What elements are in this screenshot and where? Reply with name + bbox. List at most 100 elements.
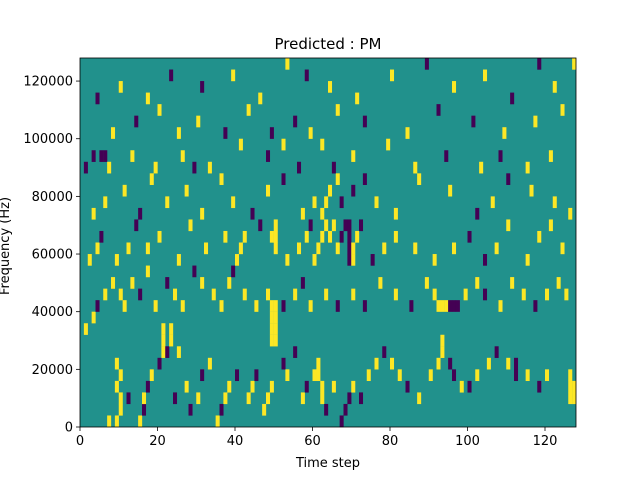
y-tick-label: 100000	[23, 132, 73, 147]
heatmap-cell-low	[382, 346, 387, 358]
heatmap-cell-high	[176, 254, 181, 266]
heatmap-cell-high	[211, 288, 216, 301]
heatmap-cell-low	[362, 300, 367, 312]
heatmap-cell-high	[328, 230, 333, 243]
heatmap-cell-low	[343, 219, 348, 232]
heatmap-cell-low	[444, 150, 449, 162]
heatmap-cell-high	[300, 207, 305, 220]
heatmap-cell-high	[510, 277, 515, 289]
heatmap-cell-low	[126, 392, 131, 405]
heatmap-cell-high	[506, 219, 511, 232]
heatmap-cells	[83, 58, 577, 428]
heatmap-cell-high	[176, 346, 181, 358]
heatmap-cell-high	[459, 380, 464, 393]
heatmap-cell-low	[362, 115, 367, 128]
heatmap-cell-high	[490, 196, 495, 209]
heatmap-cell-high	[556, 277, 561, 289]
heatmap-cell-high	[227, 277, 232, 289]
heatmap-cell-high	[126, 242, 131, 255]
heatmap-cell-low	[498, 150, 503, 162]
heatmap-cell-high	[145, 265, 150, 278]
heatmap-cell-low	[409, 300, 414, 312]
heatmap-cell-high	[417, 392, 422, 405]
heatmap-cell-high	[545, 288, 550, 301]
heatmap-cell-high	[312, 369, 317, 382]
heatmap-cell-low	[95, 300, 100, 312]
heatmap-cell-high	[83, 323, 88, 335]
heatmap-cell-low	[452, 300, 457, 312]
heatmap-cell-high	[285, 58, 290, 70]
heatmap-cell-low	[448, 300, 453, 312]
heatmap-cell-low	[339, 415, 344, 428]
heatmap-cell-high	[258, 92, 263, 105]
heatmap-cell-high	[374, 196, 379, 209]
heatmap-cell-high	[324, 196, 329, 209]
chart-title: Predicted : PM	[275, 35, 382, 53]
heatmap-cell-high	[130, 277, 135, 289]
heatmap-cell-high	[498, 300, 503, 312]
heatmap-cell-high	[475, 369, 480, 382]
heatmap-cell-low	[452, 369, 457, 382]
y-tick-label: 120000	[23, 75, 73, 90]
heatmap-cell-high	[331, 219, 336, 232]
heatmap-cell-high	[432, 288, 437, 301]
heatmap-cell-high	[111, 127, 116, 139]
heatmap-cell-high	[169, 334, 174, 347]
heatmap-cell-high	[545, 369, 550, 382]
heatmap-cell-high	[246, 104, 251, 116]
heatmap-cell-high	[533, 115, 538, 128]
heatmap-cell-high	[308, 300, 313, 312]
heatmap-cell-high	[149, 369, 154, 382]
heatmap-cell-high	[351, 150, 356, 162]
heatmap-cell-high	[196, 392, 201, 405]
heatmap-cell-high	[114, 254, 119, 266]
heatmap-cell-high	[304, 230, 309, 243]
heatmap-cell-high	[242, 288, 247, 301]
heatmap-cell-high	[320, 138, 325, 151]
x-tick-label: 80	[382, 434, 399, 449]
heatmap-cell-high	[525, 254, 530, 266]
heatmap-cell-low	[335, 300, 340, 312]
x-tick-label: 40	[227, 434, 244, 449]
heatmap-cell-high	[440, 334, 445, 347]
heatmap-cell-high	[188, 219, 193, 232]
heatmap-cell-high	[440, 346, 445, 358]
heatmap-cell-low	[514, 357, 519, 370]
heatmap-cell-high	[374, 357, 379, 370]
heatmap-cell-high	[452, 81, 457, 93]
heatmap-cell-high	[246, 392, 251, 405]
heatmap-cell-high	[568, 207, 573, 220]
heatmap-cell-low	[514, 369, 519, 382]
heatmap-cell-low	[293, 115, 298, 128]
heatmap-cell-high	[308, 127, 313, 139]
heatmap-cell-high	[568, 392, 573, 405]
heatmap-cell-low	[347, 219, 352, 232]
heatmap-cell-high	[568, 380, 573, 393]
heatmap-cell-low	[188, 403, 193, 416]
x-tick-label: 100	[455, 434, 480, 449]
heatmap-cell-high	[320, 230, 325, 243]
heatmap-cell-high	[103, 196, 108, 209]
heatmap-cell-low	[173, 392, 178, 405]
heatmap-cell-high	[479, 161, 484, 174]
heatmap-cell-high	[428, 369, 433, 382]
heatmap-cell-high	[269, 230, 274, 243]
heatmap-cell-high	[103, 288, 108, 301]
heatmap-cell-low	[192, 161, 197, 174]
heatmap-cell-low	[269, 127, 274, 139]
heatmap-cell-high	[351, 254, 356, 266]
heatmap-cell-low	[99, 230, 104, 243]
heatmap-cell-high	[560, 242, 565, 255]
heatmap-cell-high	[223, 392, 228, 405]
heatmap-cell-low	[103, 150, 108, 162]
heatmap-cell-low	[455, 300, 460, 312]
heatmap-cell-high	[413, 161, 418, 174]
heatmap-cell-high	[169, 323, 174, 335]
heatmap-cell-high	[207, 357, 212, 370]
heatmap-cell-high	[161, 346, 166, 358]
heatmap-cell-high	[161, 334, 166, 347]
heatmap-cell-high	[273, 311, 278, 324]
heatmap-cell-low	[169, 69, 174, 82]
heatmap-cell-low	[467, 380, 472, 393]
